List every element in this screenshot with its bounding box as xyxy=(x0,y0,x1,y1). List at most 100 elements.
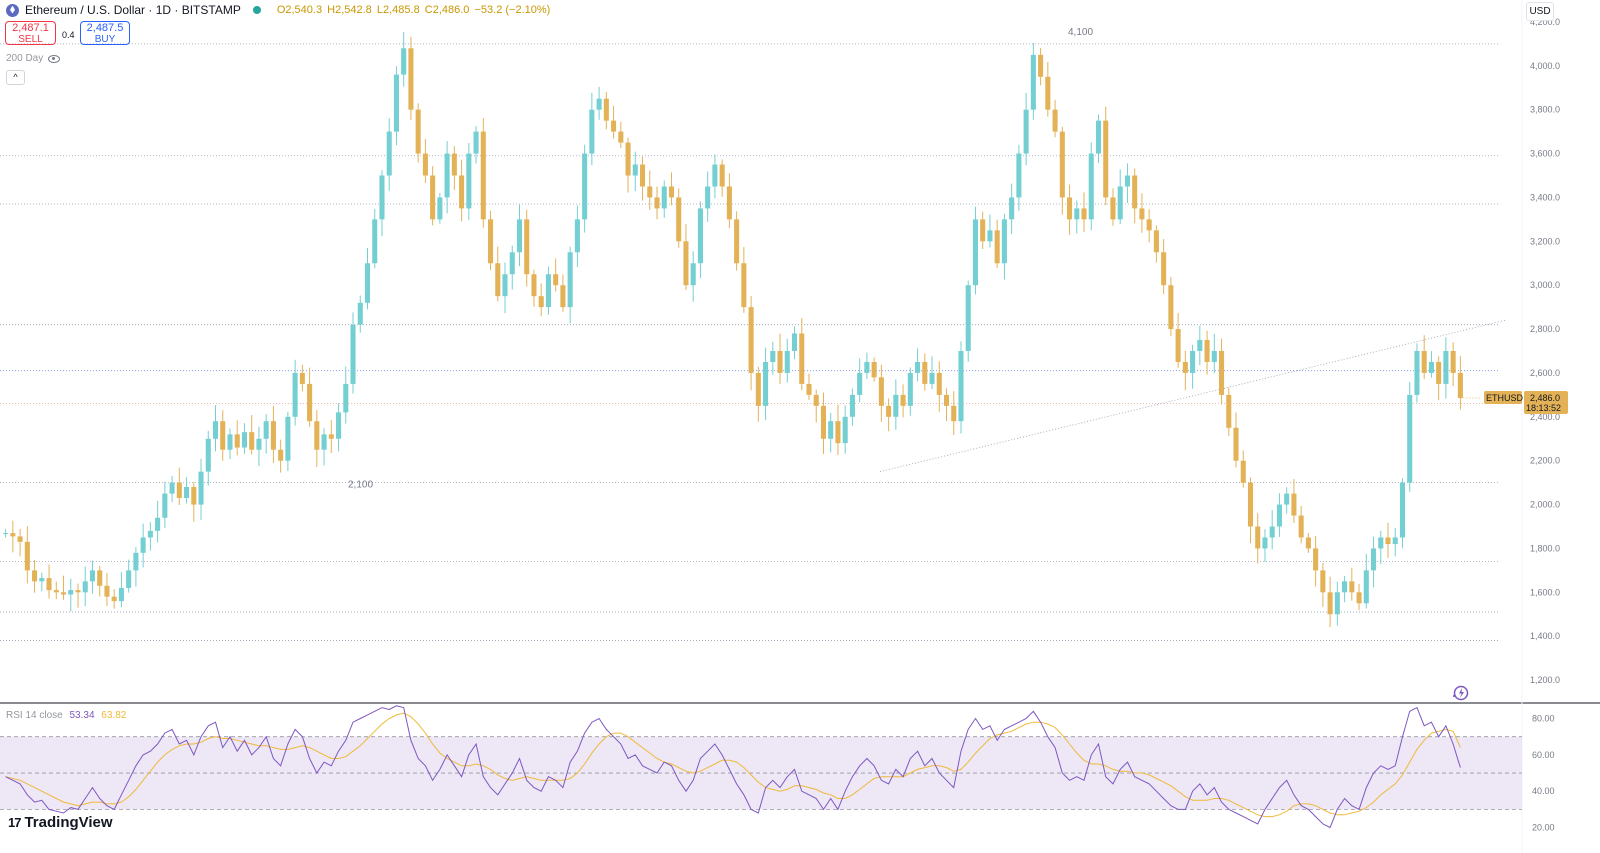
candle-body xyxy=(611,120,617,132)
sell-button[interactable]: 2,487.1 SELL xyxy=(5,21,56,45)
candle-body xyxy=(1240,460,1246,483)
candle-body xyxy=(1305,537,1311,549)
candle-body xyxy=(1334,592,1340,615)
candle-body xyxy=(97,570,103,586)
candle-body xyxy=(1146,219,1152,231)
candle-body xyxy=(509,252,515,275)
candle-body xyxy=(878,377,884,406)
indicator-legend[interactable]: 200 Day xyxy=(6,53,61,64)
candle-body xyxy=(770,351,776,362)
candle-body xyxy=(285,416,291,461)
candle-body xyxy=(907,372,913,406)
candle-body xyxy=(1067,197,1073,220)
candle-body xyxy=(1349,581,1355,593)
tradingview-logo[interactable]: 17 TradingView xyxy=(8,814,113,831)
brand-name: TradingView xyxy=(24,814,113,831)
candle-body xyxy=(922,361,928,384)
candle-body xyxy=(1009,197,1015,220)
candle-body xyxy=(1153,230,1159,253)
candle-body xyxy=(53,590,59,593)
candle-body xyxy=(68,590,74,595)
candle-body xyxy=(357,302,363,325)
candle-body xyxy=(1284,493,1290,505)
rsi-tick-label: 60.00 xyxy=(1532,750,1555,760)
price-tick-label: 1,600.0 xyxy=(1530,587,1560,597)
candle-body xyxy=(784,351,790,373)
candle-body xyxy=(60,592,67,595)
candle-body xyxy=(763,361,769,406)
price-tick-label: 2,400.0 xyxy=(1530,412,1560,422)
ethereum-logo-icon xyxy=(6,3,19,17)
candle-body xyxy=(799,333,805,384)
candle-body xyxy=(1414,351,1420,395)
candle-body xyxy=(270,421,276,450)
annotation-label: 4,100 xyxy=(1068,27,1093,38)
candle-body xyxy=(639,164,646,187)
price-tick-label: 2,200.0 xyxy=(1530,456,1560,466)
candle-body xyxy=(958,351,964,422)
collapse-legend-button[interactable]: ^ xyxy=(6,70,25,85)
symbol-header[interactable]: Ethereum / U.S. Dollar · 1D · BITSTAMP O… xyxy=(6,3,552,17)
candle-body xyxy=(1117,186,1123,220)
candle-body xyxy=(263,421,269,439)
currency-selector[interactable]: USD xyxy=(1526,2,1554,21)
candle-body xyxy=(379,175,385,220)
candle-body xyxy=(849,394,855,417)
rsi-legend[interactable]: RSI 14 close 53.34 63.82 xyxy=(6,710,126,721)
candle-body xyxy=(900,394,906,406)
candle-body xyxy=(10,533,16,537)
candle-body xyxy=(1276,504,1282,527)
candle-body xyxy=(835,421,841,444)
candle-body xyxy=(857,372,863,395)
price-tick-label: 3,200.0 xyxy=(1530,236,1560,246)
candle-body xyxy=(1457,372,1463,398)
candle-body xyxy=(393,74,399,132)
price-tick-label: 2,600.0 xyxy=(1530,368,1560,378)
indicator-label: 200 Day xyxy=(6,53,44,64)
candle-body xyxy=(147,530,153,538)
candle-body xyxy=(1356,592,1362,604)
price-tick-label: 3,800.0 xyxy=(1530,105,1560,115)
candle-body xyxy=(191,487,197,505)
candle-body xyxy=(871,361,877,378)
candle-body xyxy=(430,175,436,220)
candle-body xyxy=(1269,526,1275,538)
candle-body xyxy=(292,372,298,417)
candle-body xyxy=(82,581,88,593)
market-status-icon xyxy=(252,6,261,14)
candle-body xyxy=(401,48,407,75)
candle-body xyxy=(726,186,732,220)
sell-label: SELL xyxy=(18,34,43,45)
candle-body xyxy=(372,219,378,264)
candle-body xyxy=(1016,153,1022,198)
candle-body xyxy=(936,372,942,395)
price-tick-label: 1,400.0 xyxy=(1530,631,1560,641)
candle-body xyxy=(828,421,834,439)
candle-body xyxy=(1320,570,1326,593)
eye-icon[interactable] xyxy=(48,54,61,63)
candle-body xyxy=(1247,482,1254,527)
candle-body xyxy=(972,219,978,286)
candle-body xyxy=(39,578,45,582)
candle-body xyxy=(705,186,711,209)
candle-body xyxy=(886,405,892,417)
candle-body xyxy=(169,482,175,494)
symbol-tag-bg xyxy=(1484,390,1522,404)
candle-body xyxy=(256,438,262,450)
candle-body xyxy=(864,361,870,373)
candle-body xyxy=(712,164,718,187)
candle-body xyxy=(1255,526,1261,549)
candle-body xyxy=(350,324,356,384)
lightning-icon[interactable] xyxy=(1451,684,1469,702)
candle-body xyxy=(574,219,580,253)
candle-body xyxy=(1407,394,1413,483)
candle-body xyxy=(307,383,313,422)
price-tick-label: 3,400.0 xyxy=(1530,192,1560,202)
candle-body xyxy=(1182,361,1188,373)
candle-body xyxy=(813,394,819,406)
buy-button[interactable]: 2,487.5 BUY xyxy=(80,21,130,45)
symbol-title[interactable]: Ethereum / U.S. Dollar · 1D · BITSTAMP xyxy=(25,3,241,17)
candle-body xyxy=(1211,351,1217,362)
candle-body xyxy=(943,394,950,406)
